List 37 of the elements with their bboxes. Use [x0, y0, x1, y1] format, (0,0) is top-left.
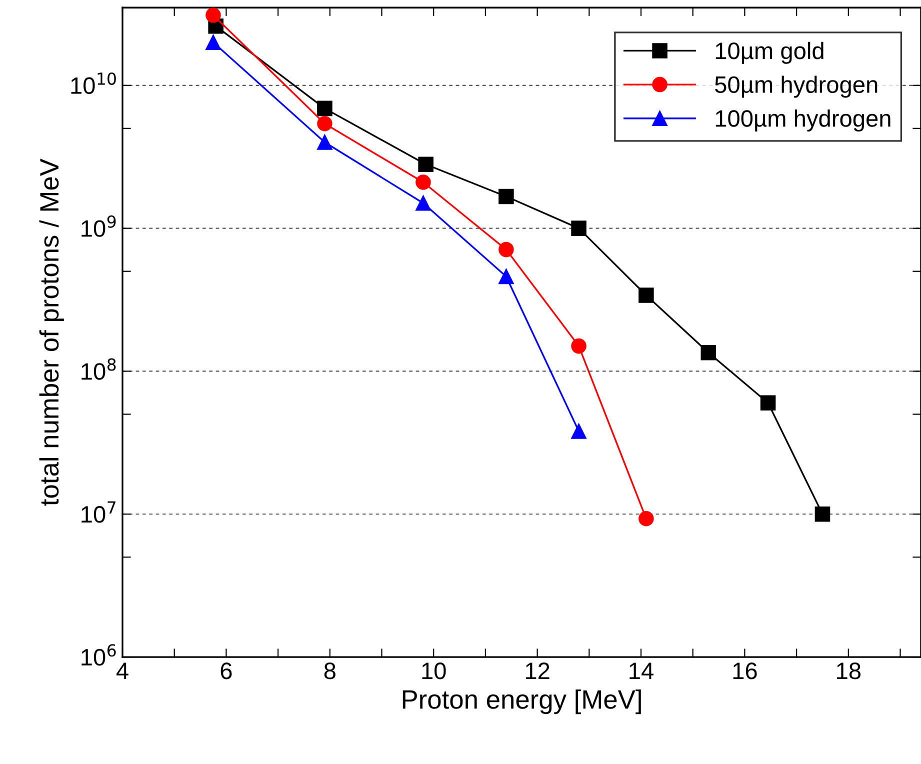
y-axis-title: total number of protons / MeV [39, 158, 64, 506]
point [416, 196, 431, 211]
point [206, 34, 221, 50]
x-tick-label: 6 [220, 662, 232, 680]
point [571, 220, 586, 236]
point [638, 510, 654, 526]
point [760, 395, 776, 411]
point [206, 8, 221, 23]
point [700, 344, 716, 360]
legend-label: 50µm hydrogen [715, 76, 878, 98]
point [638, 288, 654, 303]
point [814, 506, 830, 522]
point [416, 174, 431, 190]
point [571, 338, 586, 354]
point [317, 116, 332, 132]
x-tick-label: 4 [116, 662, 128, 680]
x-axis-title: Proton energy [MeV] [402, 689, 641, 714]
y-tick-label: 10$^{8}$ [82, 358, 116, 380]
x-tick-label: 18 [837, 662, 861, 680]
point [498, 188, 514, 204]
y-tick-label: 10$^{10}$ [71, 72, 116, 94]
x-tick-label: 10 [422, 662, 446, 680]
point [317, 100, 332, 116]
x-tick-label: 12 [526, 662, 550, 680]
point [317, 134, 332, 150]
x-tick-label: 8 [324, 662, 336, 680]
legend-label: 10µm gold [716, 42, 824, 64]
point [418, 156, 434, 172]
x-tick-label: 14 [630, 662, 654, 680]
point [498, 242, 514, 258]
y-tick-label: 10$^{7}$ [82, 501, 116, 523]
x-tick-label: 16 [733, 662, 757, 680]
y-tick-label: 10$^{6}$ [82, 644, 116, 666]
legend-label: 100µm hydrogen [716, 110, 890, 132]
point [498, 268, 514, 284]
point [571, 424, 586, 439]
y-tick-label: 10$^{9}$ [82, 215, 116, 237]
